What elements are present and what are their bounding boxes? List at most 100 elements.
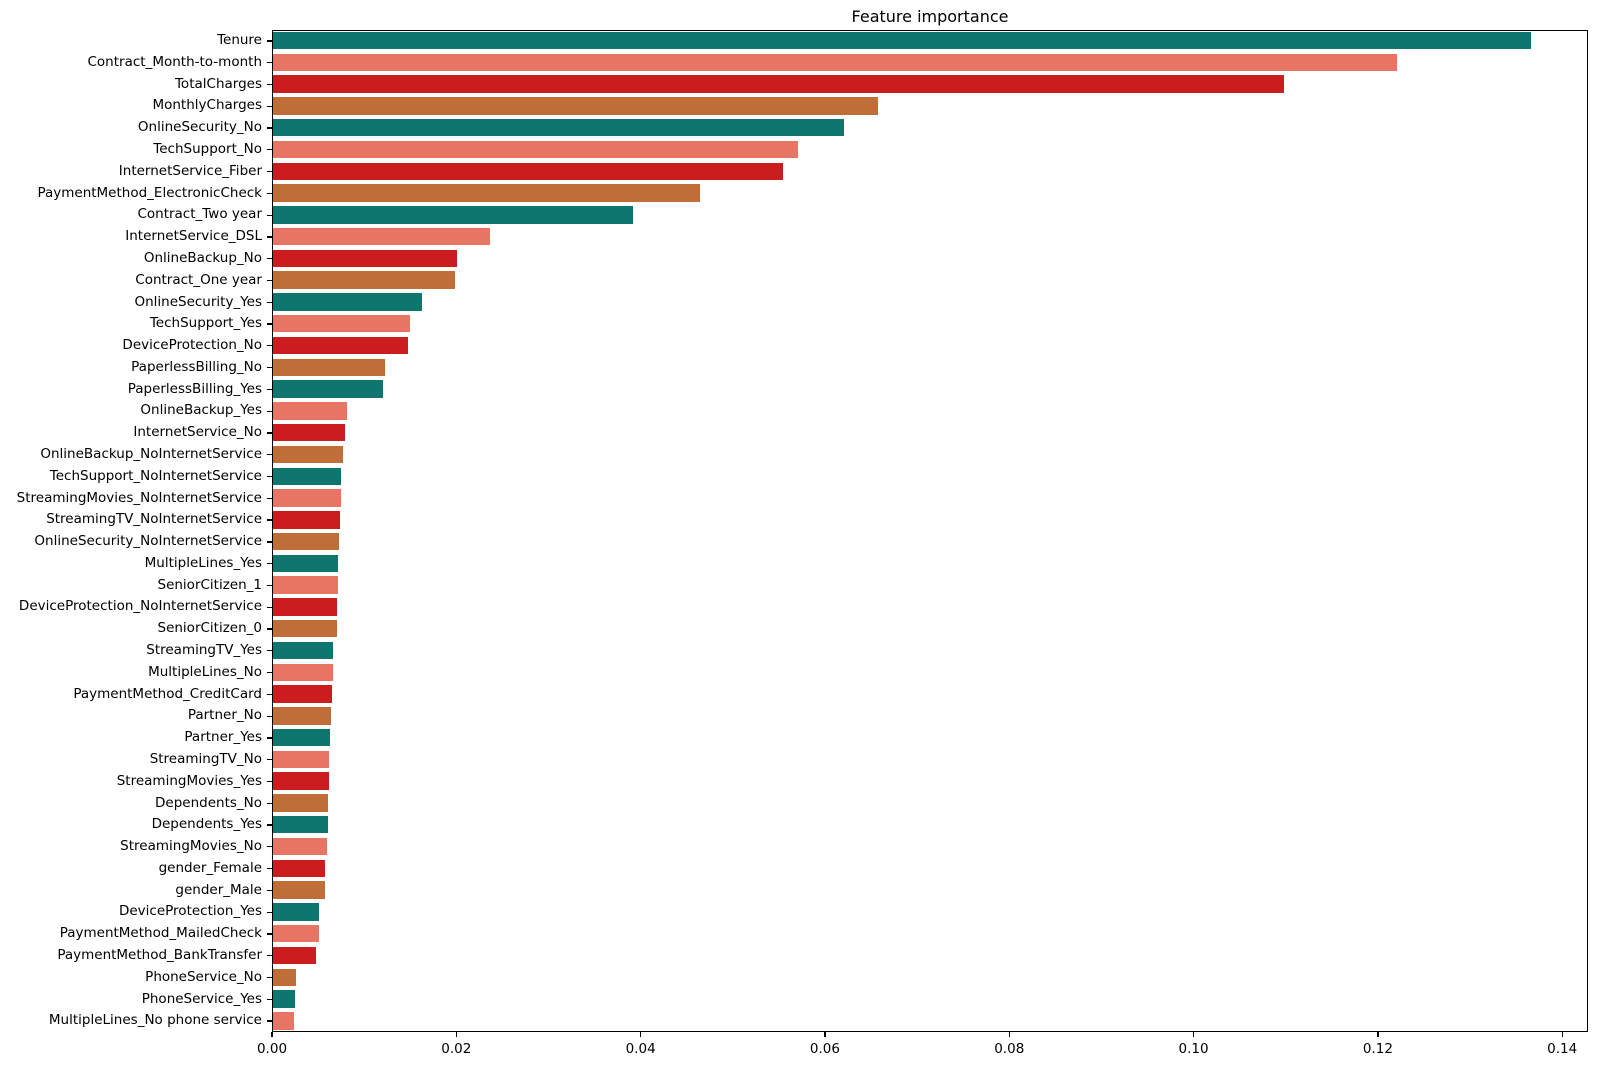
x-tick-label: 0.06	[809, 1041, 840, 1057]
y-tick-label: DeviceProtection_Yes	[118, 903, 262, 920]
y-tick-mark	[267, 933, 272, 935]
y-tick-label: InternetService_Fiber	[118, 162, 262, 179]
bar	[273, 271, 456, 289]
y-tick-mark	[267, 519, 272, 521]
y-tick-mark	[267, 780, 272, 783]
bar	[273, 772, 330, 790]
x-tick-mark	[639, 1032, 642, 1037]
bar	[273, 162, 783, 180]
y-tick-mark	[267, 497, 272, 499]
bar	[273, 750, 330, 769]
y-tick-label: Tenure	[217, 32, 262, 49]
y-tick-mark	[267, 606, 272, 608]
x-tick-label: 0.04	[625, 1041, 656, 1057]
y-tick-mark	[267, 454, 272, 456]
y-tick-mark	[267, 388, 272, 391]
y-tick-mark	[267, 127, 272, 129]
bar	[273, 1012, 295, 1030]
x-tick-label: 0.08	[994, 1041, 1025, 1057]
y-tick-mark	[267, 737, 272, 739]
y-tick-mark	[267, 345, 272, 347]
bar	[273, 402, 347, 420]
y-tick-label: StreamingMovies_Yes	[116, 772, 262, 789]
bar	[273, 489, 342, 507]
x-tick-label: 0.02	[441, 1041, 472, 1057]
y-tick-label: InternetService_DSL	[125, 228, 262, 245]
plot-area	[272, 30, 1588, 1032]
y-tick-label: OnlineBackup_No	[143, 249, 262, 266]
x-tick-mark	[1192, 1032, 1195, 1037]
bar	[273, 445, 344, 464]
y-tick-label: MonthlyCharges	[152, 97, 262, 114]
y-tick-label: TechSupport_Yes	[149, 315, 262, 332]
y-tick-label: StreamingTV_Yes	[146, 642, 262, 659]
y-tick-mark	[267, 236, 272, 238]
bar	[273, 467, 342, 485]
y-tick-label: DeviceProtection_No	[122, 337, 262, 354]
bar	[273, 511, 341, 529]
y-tick-label: MultipleLines_No	[148, 663, 262, 680]
y-tick-mark	[267, 650, 272, 652]
bar	[273, 227, 491, 246]
bar	[273, 206, 634, 224]
y-tick-mark	[267, 693, 272, 696]
y-tick-mark	[267, 410, 272, 412]
x-tick-mark	[1008, 1032, 1010, 1037]
y-tick-label: TechSupport_NoInternetService	[49, 467, 262, 484]
y-tick-label: Partner_No	[187, 707, 262, 724]
bar	[273, 859, 325, 878]
bar	[273, 641, 333, 660]
bar	[273, 946, 317, 965]
y-tick-label: PhoneService_Yes	[141, 990, 262, 1007]
y-tick-label: Contract_Month-to-month	[87, 53, 263, 70]
y-tick-mark	[267, 955, 272, 957]
x-tick-mark	[824, 1032, 826, 1037]
y-tick-mark	[267, 759, 272, 761]
y-tick-label: MultipleLines_No phone service	[48, 1012, 262, 1029]
bar	[273, 336, 408, 355]
x-tick-label: 0.10	[1178, 1041, 1209, 1057]
y-tick-label: OnlineBackup_Yes	[140, 402, 262, 419]
bar	[273, 794, 329, 812]
bar	[273, 685, 332, 703]
bar	[273, 620, 337, 638]
y-tick-mark	[267, 867, 272, 870]
y-tick-mark	[267, 279, 272, 282]
y-tick-label: OnlineBackup_NoInternetService	[40, 446, 262, 462]
bar	[273, 249, 458, 268]
y-tick-label: DeviceProtection_NoInternetService	[18, 598, 262, 615]
bar	[273, 97, 879, 115]
y-tick-label: gender_Male	[175, 881, 262, 898]
x-tick-label: 0.00	[256, 1041, 288, 1057]
y-tick-mark	[267, 323, 272, 325]
y-tick-label: StreamingMovies_NoInternetService	[16, 489, 262, 506]
bar	[273, 380, 383, 398]
y-tick-mark	[267, 1020, 272, 1022]
y-tick-mark	[267, 802, 272, 804]
y-tick-label: PaymentMethod_BankTransfer	[57, 947, 262, 963]
y-tick-label: StreamingTV_No	[149, 750, 262, 767]
y-tick-mark	[267, 62, 272, 64]
y-tick-label: PaperlessBilling_No	[131, 358, 262, 375]
y-tick-label: TotalCharges	[174, 75, 262, 92]
bar	[273, 990, 296, 1008]
y-tick-label: StreamingMovies_No	[120, 838, 262, 855]
y-tick-mark	[267, 149, 272, 151]
y-tick-mark	[267, 628, 272, 630]
bar	[273, 315, 411, 333]
y-tick-label: Partner_Yes	[184, 729, 262, 746]
y-tick-label: OnlineSecurity_NoInternetService	[34, 533, 262, 550]
x-tick-mark	[271, 1032, 273, 1037]
y-tick-mark	[267, 258, 272, 260]
y-tick-mark	[267, 824, 272, 826]
y-tick-mark	[267, 214, 272, 216]
y-tick-mark	[267, 366, 272, 369]
bar	[273, 816, 329, 834]
y-tick-mark	[267, 911, 272, 913]
y-tick-label: MultipleLines_Yes	[144, 554, 262, 571]
y-tick-label: TechSupport_No	[153, 141, 262, 158]
y-tick-mark	[267, 40, 272, 42]
y-tick-label: PaperlessBilling_Yes	[127, 380, 262, 397]
y-tick-label: PhoneService_No	[145, 968, 262, 985]
